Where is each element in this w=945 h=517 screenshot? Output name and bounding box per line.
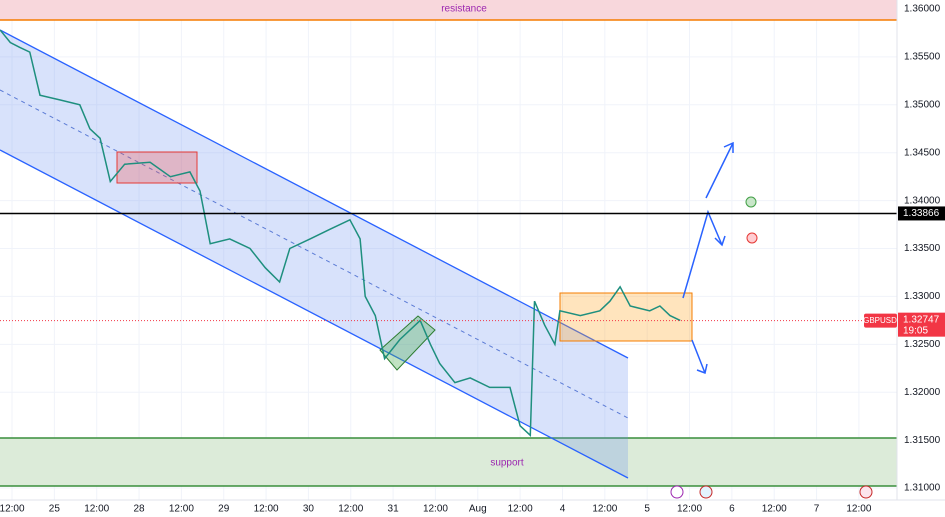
resistance-zone	[0, 0, 897, 20]
signal-down	[746, 232, 758, 244]
price-tag	[898, 312, 945, 337]
y-tick-label: 1.32500	[904, 339, 941, 350]
flag-box	[379, 315, 436, 371]
level-tag	[898, 206, 945, 221]
x-tick-label: 30	[303, 504, 315, 515]
x-tick-label: 31	[388, 504, 400, 515]
support-zone	[0, 438, 897, 486]
x-tick-label: 12:00	[677, 504, 702, 515]
y-tick-label: 1.35000	[904, 99, 941, 110]
x-tick-label: 4	[560, 504, 566, 515]
x-tick-label: 7	[814, 504, 820, 515]
x-tick-label: Aug	[469, 504, 487, 515]
x-tick-label: 12:00	[0, 504, 25, 515]
x-tick-label: 12:00	[762, 504, 787, 515]
x-tick-label: 12:00	[846, 504, 871, 515]
channel-bottom	[0, 149, 629, 479]
x-tick-label: 12:00	[84, 504, 109, 515]
y-tick-label: 1.36000	[904, 4, 941, 15]
signal-up	[745, 196, 757, 208]
y-tick-label: 1.33000	[904, 291, 941, 302]
y-tick-label: 1.33500	[904, 243, 941, 254]
y-tick-label: 1.34000	[904, 195, 941, 206]
event-icon[interactable]	[859, 485, 873, 499]
y-tick-label: 1.34500	[904, 147, 941, 158]
x-tick-label: 12:00	[423, 504, 448, 515]
x-tick-label: 12:00	[508, 504, 533, 515]
x-tick-label: 5	[644, 504, 650, 515]
y-tick-label: 1.31500	[904, 435, 941, 446]
plot	[0, 29, 897, 437]
y-tick-label: 1.31000	[904, 483, 941, 494]
y-tick-label: 1.32000	[904, 387, 941, 398]
channel-mid	[0, 89, 629, 419]
x-tick-label: 29	[218, 504, 230, 515]
x-tick-label: 12:00	[169, 504, 194, 515]
range-box	[559, 292, 693, 342]
zone-label: support	[490, 458, 524, 469]
x-tick-label: 12:00	[592, 504, 617, 515]
countdown-label: 19:05	[903, 325, 928, 336]
symbol-tag-label: GBPUSD	[863, 316, 897, 325]
price-tag-label: 1.32747	[903, 314, 940, 325]
x-tick-label: 25	[49, 504, 61, 515]
zone-label: resistance	[441, 4, 487, 15]
symbol-tag	[864, 313, 897, 328]
x-tick-label: 12:00	[254, 504, 279, 515]
arrows	[682, 141, 734, 375]
channel-top	[0, 29, 629, 359]
y-tick-label: 1.35500	[904, 52, 941, 63]
x-tick-label: 12:00	[338, 504, 363, 515]
event-icon[interactable]	[699, 485, 713, 499]
x-tick-label: 28	[133, 504, 145, 515]
event-icon[interactable]	[670, 485, 684, 499]
level-tag-label: 1.33866	[903, 208, 940, 219]
x-tick-label: 6	[729, 504, 735, 515]
price-line	[0, 29, 681, 437]
